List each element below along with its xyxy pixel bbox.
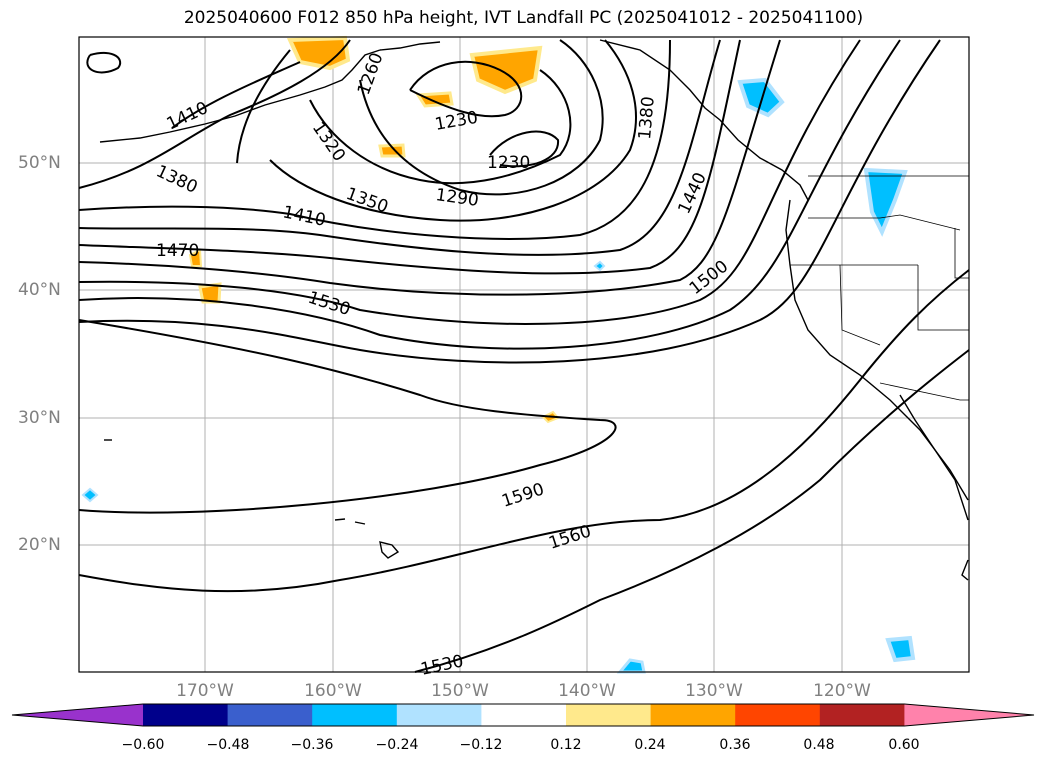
colorbar-segment bbox=[312, 704, 398, 726]
colorbar-tick-label: −0.12 bbox=[459, 737, 503, 753]
lon-label: 170°W bbox=[176, 681, 234, 701]
lon-label: 130°W bbox=[685, 681, 743, 701]
lat-label: 20°N bbox=[18, 535, 61, 555]
graticule bbox=[79, 37, 969, 672]
contour-label: 1230 bbox=[487, 153, 530, 173]
lat-label: 50°N bbox=[18, 153, 61, 173]
lat-label: 30°N bbox=[18, 408, 61, 428]
colorbar-segment bbox=[227, 704, 313, 726]
lon-label: 120°W bbox=[813, 681, 871, 701]
colorbar-segment bbox=[143, 704, 229, 726]
colorbar-segment bbox=[566, 704, 652, 726]
colorbar-tick-label: 0.60 bbox=[888, 737, 920, 753]
colorbar-extend-high bbox=[904, 704, 1034, 726]
lon-label: 160°W bbox=[304, 681, 362, 701]
colorbar-segment bbox=[396, 704, 482, 726]
colorbar-tick-label: 0.36 bbox=[719, 737, 751, 753]
colorbar-tick-label: 0.12 bbox=[550, 737, 582, 753]
colorbar-tick-label: 0.24 bbox=[634, 737, 666, 753]
colorbar-tick-label: −0.24 bbox=[375, 737, 419, 753]
contour-label: 1380 bbox=[635, 96, 659, 141]
lon-label: 140°W bbox=[558, 681, 616, 701]
colorbar-segment bbox=[481, 704, 567, 726]
colorbar-segment bbox=[735, 704, 821, 726]
ivt-shading bbox=[81, 35, 916, 674]
colorbar-tick-label: −0.36 bbox=[290, 737, 334, 753]
height-contours bbox=[78, 39, 970, 673]
colorbar-segment bbox=[819, 704, 905, 726]
colorbar-outline bbox=[11, 703, 1035, 727]
colorbar-tick-label: 0.48 bbox=[803, 737, 835, 753]
colorbar-extend-low bbox=[12, 704, 143, 726]
contour-label: 1470 bbox=[156, 241, 199, 261]
lon-label: 150°W bbox=[431, 681, 489, 701]
plot-frame bbox=[78, 36, 970, 673]
colorbar-tick-label: −0.48 bbox=[206, 737, 250, 753]
map-title: 2025040600 F012 850 hPa height, IVT Land… bbox=[183, 8, 864, 28]
colorbar-tick-label: −0.60 bbox=[121, 737, 165, 753]
colorbar bbox=[11, 703, 1035, 727]
colorbar-segment bbox=[650, 704, 736, 726]
lat-label: 40°N bbox=[18, 280, 61, 300]
coastlines bbox=[99, 39, 969, 581]
